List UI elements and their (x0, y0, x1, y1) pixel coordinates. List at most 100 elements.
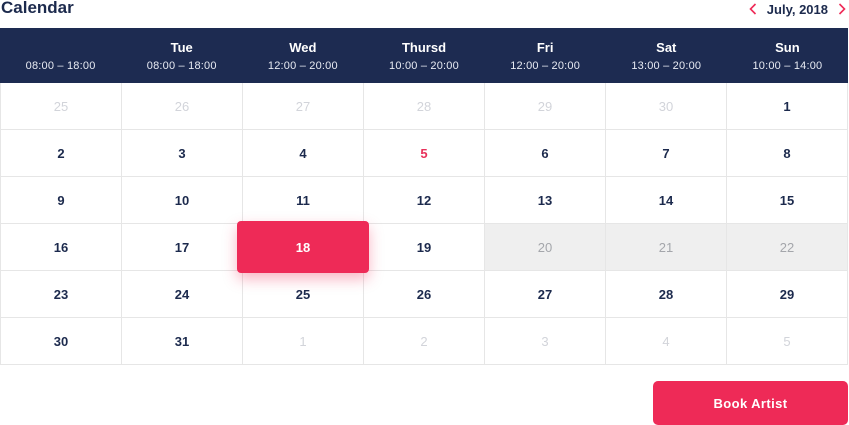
working-hours: 08:00 – 18:00 (146, 60, 217, 72)
date-number: 8 (783, 145, 791, 161)
weekday-name: Sat (656, 40, 677, 55)
date-cell[interactable]: 8 (727, 130, 848, 177)
selected-date-cell[interactable]: 18 (237, 221, 369, 273)
working-hours: 12:00 – 20:00 (510, 60, 581, 72)
month-label: July, 2018 (766, 1, 828, 17)
date-number: 7 (662, 145, 670, 161)
date-cell[interactable]: 11 (243, 177, 364, 224)
date-number: 11 (296, 192, 310, 208)
date-cell: 28 (364, 83, 485, 130)
working-hours: 08:00 – 18:00 (25, 60, 96, 72)
date-number: 27 (537, 286, 553, 302)
date-number: 1 (783, 98, 791, 114)
date-number: 22 (779, 239, 795, 255)
date-number: 27 (295, 98, 311, 114)
weekday-name: Fri (536, 40, 554, 55)
date-cell: 20 (485, 224, 606, 271)
date-number: 2 (57, 145, 65, 161)
date-number: 28 (658, 286, 674, 302)
date-cell[interactable]: 17 (122, 224, 243, 271)
date-cell: 1 (243, 318, 364, 365)
date-cell[interactable]: 6 (485, 130, 606, 177)
date-number: 15 (779, 192, 795, 208)
date-number: 10 (174, 192, 190, 208)
date-number: 24 (174, 286, 190, 302)
date-cell[interactable]: 31 (122, 318, 243, 365)
date-number: 4 (299, 145, 307, 161)
date-cell: 4 (606, 318, 727, 365)
date-cell[interactable]: 30 (1, 318, 122, 365)
date-cell[interactable]: 14 (606, 177, 727, 224)
date-cell: 22 (727, 224, 848, 271)
date-number: 26 (416, 286, 432, 302)
date-cell: 25 (1, 83, 122, 130)
date-cell: 26 (122, 83, 243, 130)
date-number: 25 (53, 98, 69, 114)
date-number: 14 (658, 192, 674, 208)
date-cell[interactable]: 12 (364, 177, 485, 224)
date-cell[interactable]: 2 (1, 130, 122, 177)
date-cell[interactable]: 26 (364, 271, 485, 318)
date-cell[interactable]: 4 (243, 130, 364, 177)
date-number: 25 (295, 286, 311, 302)
weekday-column-header: 08:00 – 18:00 (0, 28, 121, 83)
weekday-column-header: Thursd 10:00 – 20:00 (363, 28, 484, 83)
date-cell[interactable]: 16 (1, 224, 122, 271)
date-cell[interactable]: 23 (1, 271, 122, 318)
date-number: 31 (174, 333, 190, 349)
date-cell: 5 (727, 318, 848, 365)
date-number: 4 (662, 333, 670, 349)
weekday-name: Wed (289, 40, 317, 55)
date-number: 3 (178, 145, 186, 161)
date-cell[interactable]: 15 (727, 177, 848, 224)
date-grid: 25 26 27 28 29 30 1 2 3 4 5 6 7 8 9 10 11 12 13 14 15 16 17 18 1… (0, 83, 848, 365)
date-cell[interactable]: 27 (485, 271, 606, 318)
working-hours: 12:00 – 20:00 (267, 60, 338, 72)
date-cell[interactable]: 25 (243, 271, 364, 318)
date-number: 6 (541, 145, 549, 161)
date-cell[interactable]: 24 (122, 271, 243, 318)
date-number: 26 (174, 98, 190, 114)
chevron-right-icon[interactable] (836, 0, 848, 18)
date-number: 19 (416, 239, 432, 255)
date-cell[interactable]: 1 (727, 83, 848, 130)
working-hours: 10:00 – 20:00 (389, 60, 459, 72)
date-cell: 2 (364, 318, 485, 365)
book-artist-button[interactable]: Book Artist (653, 381, 848, 425)
date-cell[interactable]: 3 (122, 130, 243, 177)
date-cell[interactable]: 7 (606, 130, 727, 177)
date-number: 17 (174, 239, 190, 255)
date-number: 5 (783, 333, 791, 349)
date-cell: 27 (243, 83, 364, 130)
date-cell[interactable]: 29 (727, 271, 848, 318)
date-number: 30 (53, 333, 69, 349)
date-number: 28 (416, 98, 432, 114)
weekday-column-header: Wed 12:00 – 20:00 (242, 28, 363, 83)
weekday-header: 08:00 – 18:00 Tue 08:00 – 18:00 Wed 12:00 – … (0, 28, 848, 83)
weekday-column-header: Sun 10:00 – 14:00 (727, 28, 848, 83)
date-number: 13 (537, 192, 553, 208)
weekday-name: Tue (170, 40, 193, 55)
date-cell: 3 (485, 318, 606, 365)
date-number: 20 (537, 239, 553, 255)
date-cell[interactable]: 10 (122, 177, 243, 224)
working-hours: 10:00 – 14:00 (752, 60, 823, 72)
date-cell[interactable]: 28 (606, 271, 727, 318)
date-number: 29 (779, 286, 795, 302)
date-cell: 29 (485, 83, 606, 130)
working-hours: 13:00 – 20:00 (631, 60, 702, 72)
date-number: 18 (237, 221, 369, 273)
date-number: 16 (53, 239, 69, 255)
date-cell[interactable]: 9 (1, 177, 122, 224)
date-cell[interactable]: 5 (364, 130, 485, 177)
date-number: 9 (57, 192, 65, 208)
weekday-column-header: Sat 13:00 – 20:00 (606, 28, 727, 83)
date-number: 12 (416, 192, 432, 208)
date-cell[interactable]: 13 (485, 177, 606, 224)
date-number: 2 (420, 333, 428, 349)
date-number: 3 (541, 333, 549, 349)
date-number: 30 (658, 98, 674, 114)
date-number: 21 (658, 239, 674, 255)
date-cell[interactable]: 19 (364, 224, 485, 271)
chevron-left-icon[interactable] (747, 0, 759, 18)
